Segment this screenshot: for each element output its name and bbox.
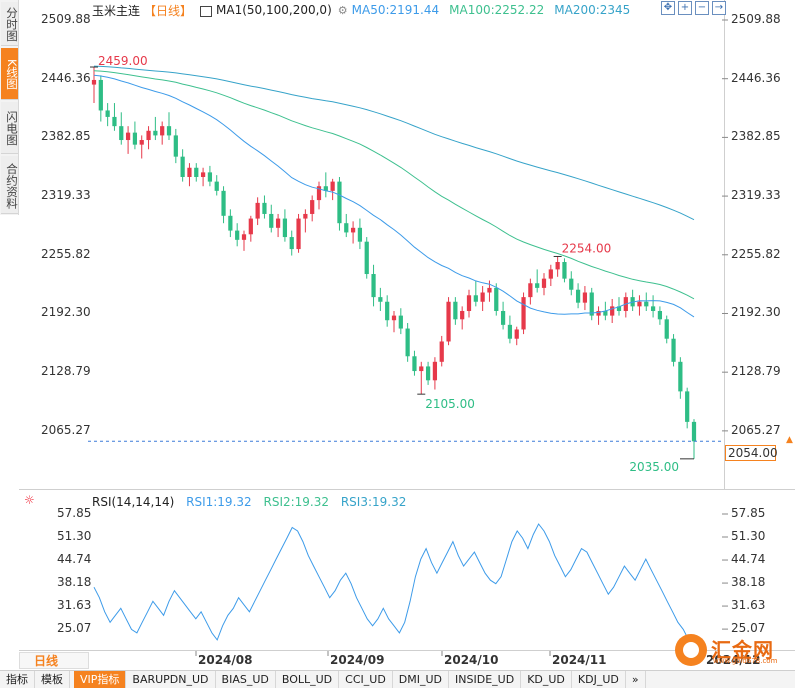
price-marker-icon: ▲ (786, 435, 793, 445)
indicator-tab[interactable]: BOLL_UD (276, 671, 340, 688)
indicator-tab[interactable]: BIAS_UD (216, 671, 276, 688)
rsi-title: RSI(14,14,14) (92, 495, 175, 509)
ma50-value: MA50:2191.44 (351, 3, 440, 17)
tab-flash[interactable]: 闪电图 (1, 102, 19, 154)
indicator-tabs-bar: 指标 模板 VIP指标 BARUPDN_UD BIAS_UD BOLL_UD CCI_UD D… (0, 670, 795, 688)
rsi-axis-label-left: 57.85 (57, 506, 92, 520)
symbol-title: 玉米主连 (92, 3, 141, 18)
period-label[interactable]: 【日线】 (144, 3, 193, 18)
time-axis-divider (19, 650, 795, 651)
indicator-settings-icon[interactable]: ☼ (24, 493, 35, 507)
rsi-axis-label: 31.63 (731, 598, 766, 613)
left-view-tabs: 分时图 K线图 闪电图 合约资料 (0, 0, 19, 215)
indicator-tab[interactable]: » (626, 671, 646, 688)
rsi-axis-label: 57.85 (731, 506, 766, 520)
zoom-out-icon[interactable]: − (695, 1, 709, 15)
rsi-axis-label-left: 25.07 (57, 621, 92, 636)
indicator-tab[interactable]: DMI_UD (393, 671, 450, 688)
time-axis-label: 2024/11 (552, 653, 607, 667)
indicator-tab[interactable]: KDJ_UD (572, 671, 626, 688)
rsi-axis-label: 44.74 (731, 552, 766, 567)
rsi1-value: RSI1:19.32 (186, 495, 252, 509)
indicator-tab[interactable]: INSIDE_UD (449, 671, 522, 688)
rsi-axis-label-left: 51.30 (57, 529, 92, 543)
chart-tools: ✥ + − → (661, 1, 726, 15)
price-axis-label: 2509.88 (731, 12, 781, 26)
indicator-tab[interactable]: BARUPDN_UD (126, 671, 216, 688)
rsi-axis-label: 38.18 (731, 575, 766, 590)
chart-frame (19, 0, 725, 490)
price-axis-label-left: 2128.79 (41, 364, 91, 379)
time-axis-label: 2024/09 (330, 653, 385, 667)
zoom-in-icon[interactable]: + (678, 1, 692, 15)
time-axis-label: 2024/08 (198, 653, 253, 667)
arrow-right-icon[interactable]: → (712, 1, 726, 15)
tab-kline[interactable]: K线图 (1, 48, 19, 100)
time-axis-label: 2024/12 (706, 653, 761, 667)
indicator-tab[interactable]: CCI_UD (339, 671, 393, 688)
price-axis-label: 2382.85 (731, 129, 781, 144)
rsi-axis-label-left: 38.18 (57, 575, 92, 590)
price-axis-label-left: 2319.33 (41, 188, 91, 203)
price-axis-label-left: 2065.27 (41, 422, 91, 437)
tab-contract-info[interactable]: 合约资料 (1, 156, 19, 214)
indicator-tab[interactable]: 模板 (35, 671, 70, 688)
rsi-legend: RSI(14,14,14) RSI1:19.32 RSI2:19.32 RSI3… (92, 495, 414, 509)
ma-label: MA1(50,100,200,0) (216, 3, 332, 17)
logo-text: 汇金网 (711, 638, 774, 662)
ma-toggle-icon[interactable] (200, 5, 213, 17)
price-axis-label: 2065.27 (731, 422, 781, 437)
indicator-tab[interactable]: 指标 (0, 671, 35, 688)
expand-icon[interactable]: ✥ (661, 1, 675, 15)
rsi2-value: RSI2:19.32 (263, 495, 330, 509)
tab-timeshare[interactable]: 分时图 (1, 2, 19, 46)
price-axis-label-left: 2446.36 (41, 70, 91, 85)
price-axis-label: 2255.82 (731, 246, 781, 261)
price-axis-label: 2128.79 (731, 364, 781, 379)
ma100-value: MA100:2252.22 (449, 3, 545, 17)
price-axis-label-left: 2509.88 (41, 12, 91, 26)
price-axis-label: 2446.36 (731, 70, 781, 85)
price-axis-label: 2319.33 (731, 188, 781, 203)
rsi3-value: RSI3:19.32 (340, 495, 407, 509)
rsi-line (93, 523, 695, 647)
main-legend: 玉米主连 【日线】 MA1(50,100,200,0) ⚙ MA50:2191.… (92, 2, 634, 18)
price-axis-label-left: 2192.30 (41, 305, 91, 320)
price-axis-label-left: 2255.82 (41, 246, 91, 261)
price-axis-label: 2192.30 (731, 305, 781, 320)
gear-icon[interactable]: ⚙ (337, 3, 348, 17)
rsi-axis-label-left: 44.74 (57, 552, 92, 567)
rsi-axis-label-left: 31.63 (57, 598, 92, 613)
indicator-tab[interactable]: VIP指标 (74, 671, 127, 688)
panel-divider (19, 489, 795, 490)
indicator-tab[interactable]: KD_UD (521, 671, 572, 688)
logo-mark-icon (675, 634, 707, 666)
current-price-tag: 2054.00 (725, 445, 778, 461)
site-logo: 汇金网 www.gold678.com (675, 632, 785, 668)
ma200-value: MA200:2345 (554, 3, 631, 17)
logo-url: www.gold678.com (713, 657, 778, 665)
time-axis-label: 2024/10 (444, 653, 499, 667)
rsi-axis-label: 25.07 (731, 621, 766, 636)
date-period-selector[interactable]: 日线 (19, 652, 89, 669)
price-axis-label-left: 2382.85 (41, 129, 91, 144)
rsi-axis-label: 51.30 (731, 529, 766, 543)
